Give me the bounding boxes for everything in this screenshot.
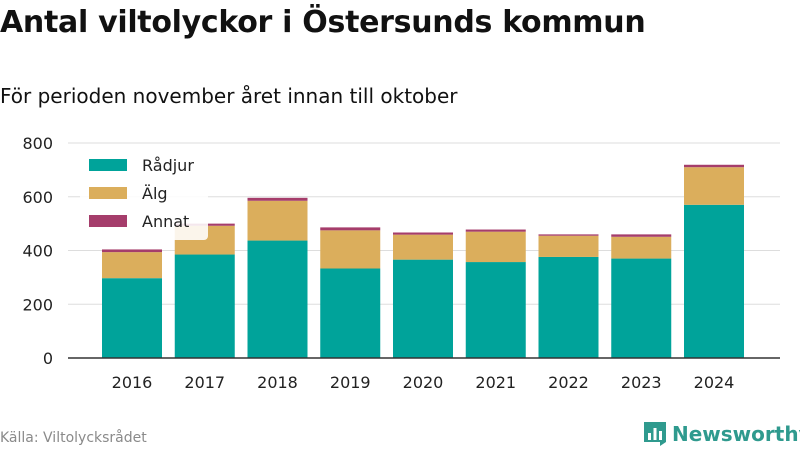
legend-label: Rådjur <box>142 156 194 175</box>
legend-swatch-älg <box>89 187 127 199</box>
axes: 0 200 400 600 800 2016 2017 2018 2019 2020 2021 202… <box>22 134 780 392</box>
bar-segment-älg-2019 <box>320 230 381 269</box>
bar-segment-älg-2016 <box>102 252 162 279</box>
bar-segment-älg-2022 <box>538 235 599 257</box>
y-tick-label: 800 <box>22 134 53 153</box>
bar-segment-rådjur-2016 <box>102 278 162 358</box>
y-tick-label: 400 <box>22 242 53 261</box>
bar-segment-annat-2022 <box>538 234 599 236</box>
bar-segment-älg-2024 <box>684 167 744 205</box>
x-tick-label: 2023 <box>621 373 662 392</box>
legend-label: Älg <box>142 184 168 203</box>
bar-segment-annat-2018 <box>247 197 308 201</box>
bar-segment-rådjur-2023 <box>611 258 672 358</box>
x-tick-label: 2018 <box>257 373 298 392</box>
legend-label: Annat <box>142 212 189 231</box>
bar-segment-annat-2019 <box>320 227 381 231</box>
chart-title: Antal viltolyckor i Östersunds kommun <box>0 5 646 40</box>
y-tick-label: 600 <box>22 188 53 207</box>
bar-segment-älg-2021 <box>465 231 526 263</box>
bar-segment-rådjur-2019 <box>320 268 381 358</box>
x-tick-label: 2017 <box>184 373 225 392</box>
y-tick-label: 0 <box>43 349 53 368</box>
legend-swatch-rådjur <box>89 159 127 171</box>
bar-chart-logo-icon <box>644 422 666 446</box>
x-tick-label: 2020 <box>403 373 444 392</box>
x-tick-label: 2022 <box>548 373 589 392</box>
x-tick-label: 2024 <box>694 373 735 392</box>
bar-segment-annat-2024 <box>684 164 744 168</box>
bar-segment-rådjur-2021 <box>465 262 526 358</box>
x-tick-label: 2019 <box>330 373 371 392</box>
bar-segment-rådjur-2020 <box>393 259 453 358</box>
brand-name: Newsworthy <box>672 422 800 446</box>
bar-segment-älg-2020 <box>393 234 453 260</box>
source-note: Källa: Viltolycksrådet <box>0 430 147 446</box>
brand-logo: Newsworthy <box>644 420 800 448</box>
bar-segment-annat-2023 <box>611 234 672 237</box>
bars <box>102 164 744 358</box>
bar-segment-rådjur-2024 <box>684 204 744 358</box>
bar-segment-annat-2021 <box>465 229 526 232</box>
x-tick-label: 2021 <box>475 373 516 392</box>
bar-segment-rådjur-2017 <box>174 254 235 358</box>
bar-segment-älg-2018 <box>247 200 308 241</box>
legend-swatch-annat <box>89 215 127 227</box>
legend: Rådjur Älg Annat <box>80 150 208 240</box>
chart-subtitle: För perioden november året innan till ok… <box>0 84 458 108</box>
bar-segment-rådjur-2022 <box>538 256 599 358</box>
x-tick-label: 2016 <box>112 373 153 392</box>
bar-segment-annat-2020 <box>393 232 453 235</box>
bar-segment-älg-2023 <box>611 236 672 259</box>
y-tick-label: 200 <box>22 295 53 314</box>
bar-segment-annat-2016 <box>102 249 162 253</box>
bar-segment-rådjur-2018 <box>247 240 308 358</box>
